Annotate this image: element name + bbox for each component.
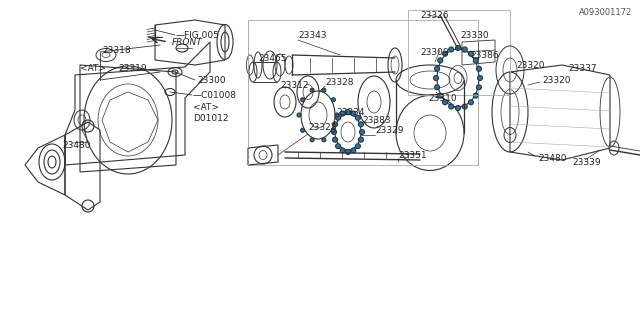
Text: 23480: 23480 bbox=[538, 154, 566, 163]
Circle shape bbox=[340, 148, 345, 153]
Circle shape bbox=[335, 113, 339, 117]
Circle shape bbox=[351, 111, 356, 116]
Circle shape bbox=[476, 66, 481, 71]
Text: <AT>: <AT> bbox=[80, 63, 106, 73]
Circle shape bbox=[474, 93, 478, 98]
Text: 23322: 23322 bbox=[308, 123, 337, 132]
Circle shape bbox=[310, 138, 314, 142]
Circle shape bbox=[346, 149, 351, 155]
Circle shape bbox=[456, 45, 461, 51]
Circle shape bbox=[438, 93, 443, 98]
Circle shape bbox=[355, 115, 360, 120]
Circle shape bbox=[297, 113, 301, 117]
Circle shape bbox=[333, 137, 337, 142]
Circle shape bbox=[335, 144, 340, 149]
Text: <AT>: <AT> bbox=[193, 102, 219, 111]
Text: 23339: 23339 bbox=[572, 157, 600, 166]
Circle shape bbox=[433, 76, 438, 81]
Circle shape bbox=[346, 109, 351, 115]
Circle shape bbox=[335, 115, 340, 120]
Circle shape bbox=[332, 128, 335, 132]
Text: 23334: 23334 bbox=[336, 108, 365, 116]
Circle shape bbox=[435, 66, 440, 71]
Circle shape bbox=[449, 47, 454, 52]
Circle shape bbox=[301, 128, 305, 132]
Text: 23337: 23337 bbox=[568, 63, 596, 73]
Circle shape bbox=[438, 58, 443, 63]
Text: 23465: 23465 bbox=[258, 53, 287, 62]
Circle shape bbox=[474, 58, 478, 63]
Text: 23320: 23320 bbox=[542, 76, 570, 84]
Text: 23480: 23480 bbox=[62, 140, 90, 149]
Circle shape bbox=[435, 85, 440, 90]
Text: 23310: 23310 bbox=[428, 93, 456, 102]
Text: 23330: 23330 bbox=[460, 30, 488, 39]
Circle shape bbox=[332, 98, 335, 102]
Circle shape bbox=[322, 88, 326, 92]
Circle shape bbox=[310, 88, 314, 92]
Circle shape bbox=[301, 98, 305, 102]
Circle shape bbox=[443, 100, 447, 105]
Circle shape bbox=[468, 100, 474, 105]
Circle shape bbox=[449, 104, 454, 109]
Circle shape bbox=[358, 137, 364, 142]
Circle shape bbox=[322, 138, 326, 142]
Text: FRONT: FRONT bbox=[172, 37, 203, 46]
Circle shape bbox=[340, 111, 345, 116]
Text: —FIG.005: —FIG.005 bbox=[176, 30, 220, 39]
Circle shape bbox=[456, 106, 461, 110]
Text: 23318: 23318 bbox=[102, 45, 131, 54]
Circle shape bbox=[358, 122, 364, 127]
Circle shape bbox=[468, 51, 474, 56]
Text: 23326: 23326 bbox=[420, 11, 449, 20]
Text: 23351: 23351 bbox=[398, 150, 427, 159]
Text: 23319: 23319 bbox=[118, 63, 147, 73]
Text: —C01008: —C01008 bbox=[193, 91, 237, 100]
Text: 23309: 23309 bbox=[420, 47, 449, 57]
Text: 23312: 23312 bbox=[280, 81, 308, 90]
Text: 23300: 23300 bbox=[197, 76, 226, 84]
Circle shape bbox=[333, 122, 337, 127]
Circle shape bbox=[462, 104, 467, 109]
Text: 23383: 23383 bbox=[362, 116, 390, 124]
Text: 23343: 23343 bbox=[298, 30, 326, 39]
Text: 23386: 23386 bbox=[470, 51, 499, 60]
Text: 23320: 23320 bbox=[516, 60, 545, 69]
Text: D01012: D01012 bbox=[193, 114, 228, 123]
Text: 23329: 23329 bbox=[375, 125, 403, 134]
Circle shape bbox=[443, 51, 447, 56]
Text: A093001172: A093001172 bbox=[579, 7, 632, 17]
Circle shape bbox=[360, 130, 365, 134]
Text: 23328: 23328 bbox=[325, 77, 353, 86]
Circle shape bbox=[351, 148, 356, 153]
Circle shape bbox=[332, 130, 337, 134]
Circle shape bbox=[355, 144, 360, 149]
Circle shape bbox=[476, 85, 481, 90]
Circle shape bbox=[462, 47, 467, 52]
Circle shape bbox=[477, 76, 483, 81]
